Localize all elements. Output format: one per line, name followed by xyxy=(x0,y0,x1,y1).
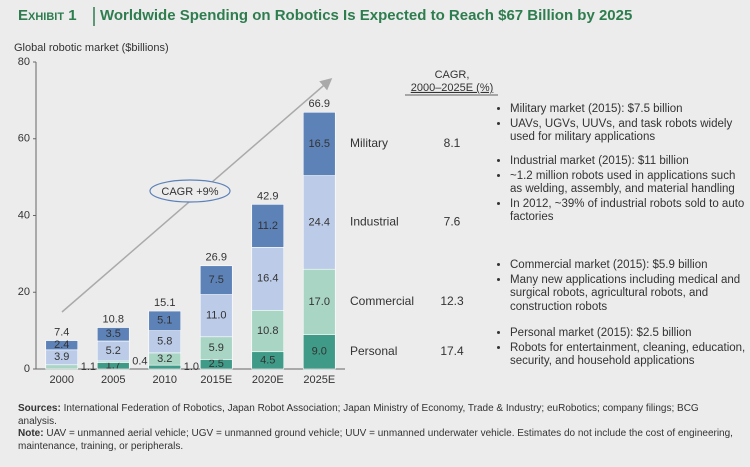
note-bullet: In 2012, ~39% of industrial robots sold … xyxy=(510,198,746,225)
note-group: Military market (2015): $7.5 billionUAVs… xyxy=(498,103,746,146)
note-group: Commercial market (2015): $5.9 billionMa… xyxy=(498,259,746,315)
y-tick-label: 80 xyxy=(18,56,30,68)
y-tick-label: 60 xyxy=(18,133,30,145)
cagr-value: 17.4 xyxy=(440,344,464,358)
note-heading: Personal market (2015): $2.5 billion xyxy=(510,327,746,341)
bar-segment xyxy=(302,111,336,176)
note-group: Personal market (2015): $2.5 billionRobo… xyxy=(498,327,746,370)
y-tick-label: 40 xyxy=(18,209,30,221)
note-bullet: Many new applications including medical … xyxy=(510,274,746,315)
value-label: 5.1 xyxy=(157,315,172,327)
sources: Sources: International Federation of Rob… xyxy=(18,403,738,428)
value-label: 0.4 xyxy=(132,356,147,368)
total-label: 7.4 xyxy=(54,327,69,339)
bar-segment xyxy=(148,364,182,370)
value-label: 3.9 xyxy=(54,351,69,363)
chart: Exhibit 1 Worldwide Spending on Robotics… xyxy=(14,7,632,386)
value-label: 5.9 xyxy=(209,342,224,354)
x-tick-label: 2010 xyxy=(153,374,177,386)
value-label: 16.4 xyxy=(257,273,278,285)
note-heading: Industrial market (2015): $11 billion xyxy=(510,155,746,169)
bar-segment xyxy=(45,340,79,351)
value-label: 24.4 xyxy=(309,216,330,228)
value-label: 1.0 xyxy=(184,361,199,373)
cagr-value: 7.6 xyxy=(444,215,461,229)
value-label: 7.5 xyxy=(209,274,224,286)
bar-segment xyxy=(251,309,285,353)
x-tick-label: 2015E xyxy=(200,374,232,386)
value-label: 10.8 xyxy=(257,325,278,337)
note-bullet: Robots for entertainment, cleaning, educ… xyxy=(510,342,746,369)
bar-segment xyxy=(302,268,336,335)
bar-segment xyxy=(96,327,130,342)
footer: Sources: International Federation of Rob… xyxy=(18,403,738,453)
value-label: 9.0 xyxy=(312,346,327,358)
total-label: 15.1 xyxy=(154,297,175,309)
value-label: 11.0 xyxy=(206,310,227,322)
total-label: 42.9 xyxy=(257,190,278,202)
note-text: UAV = unmanned aerial vehicle; UGV = unm… xyxy=(18,428,733,452)
value-label: 4.5 xyxy=(260,354,275,366)
note-group: Industrial market (2015): $11 billion~1.… xyxy=(498,155,746,226)
bar-segment xyxy=(45,364,79,370)
y-axis-label: Global robotic market ($billions) xyxy=(14,42,169,54)
series-label: Commercial xyxy=(350,294,414,308)
cagr-header: 2000–2025E (%) xyxy=(411,82,494,94)
note-label: Note: xyxy=(18,428,44,439)
y-tick-label: 0 xyxy=(24,363,30,375)
x-tick-label: 2025E xyxy=(303,374,335,386)
series-label: Industrial xyxy=(350,215,399,229)
total-label: 66.9 xyxy=(309,98,330,110)
bar-segment xyxy=(148,310,182,331)
value-label: 3.5 xyxy=(106,328,121,340)
value-label: 17.0 xyxy=(309,296,330,308)
total-label: 10.8 xyxy=(103,313,124,325)
bar-segment xyxy=(302,175,336,270)
value-label: 2.5 xyxy=(209,358,224,370)
x-tick-label: 2020E xyxy=(252,374,284,386)
value-label: 3.2 xyxy=(157,353,172,365)
series-label: Personal xyxy=(350,344,397,358)
value-label: 1.1 xyxy=(81,361,96,373)
value-label: 2.4 xyxy=(54,339,69,351)
y-tick-label: 20 xyxy=(18,286,30,298)
bar-segment xyxy=(302,334,336,370)
cagr-header: CAGR, xyxy=(435,69,470,81)
exhibit-label: Exhibit 1 xyxy=(18,7,77,24)
total-label: 26.9 xyxy=(206,252,227,264)
x-tick-label: 2000 xyxy=(50,374,74,386)
bar-segment xyxy=(199,265,233,295)
x-tick-label: 2005 xyxy=(101,374,125,386)
cagr-value: 12.3 xyxy=(440,294,464,308)
annotation-ellipse xyxy=(149,179,231,203)
value-label: 5.8 xyxy=(157,336,172,348)
note-bullet: ~1.2 million robots used in applications… xyxy=(510,170,746,197)
note-heading: Military market (2015): $7.5 billion xyxy=(510,103,746,117)
bar-segment xyxy=(251,247,285,311)
note-heading: Commercial market (2015): $5.9 billion xyxy=(510,259,746,273)
value-label: 5.2 xyxy=(106,345,121,357)
annotation: CAGR +9% xyxy=(161,186,218,198)
value-label: 11.2 xyxy=(257,220,278,232)
chart-title: Worldwide Spending on Robotics Is Expect… xyxy=(100,7,632,24)
sources-label: Sources: xyxy=(18,403,61,414)
value-label: 16.5 xyxy=(309,138,330,150)
note-bullet: UAVs, UGVs, UUVs, and task robots widely… xyxy=(510,118,746,145)
series-label: Military xyxy=(350,136,388,150)
sources-text: International Federation of Robotics, Ja… xyxy=(18,403,699,427)
cagr-value: 8.1 xyxy=(444,136,461,150)
note: Note: UAV = unmanned aerial vehicle; UGV… xyxy=(18,428,738,453)
bar-segment xyxy=(199,294,233,338)
bar-segment xyxy=(251,204,285,248)
